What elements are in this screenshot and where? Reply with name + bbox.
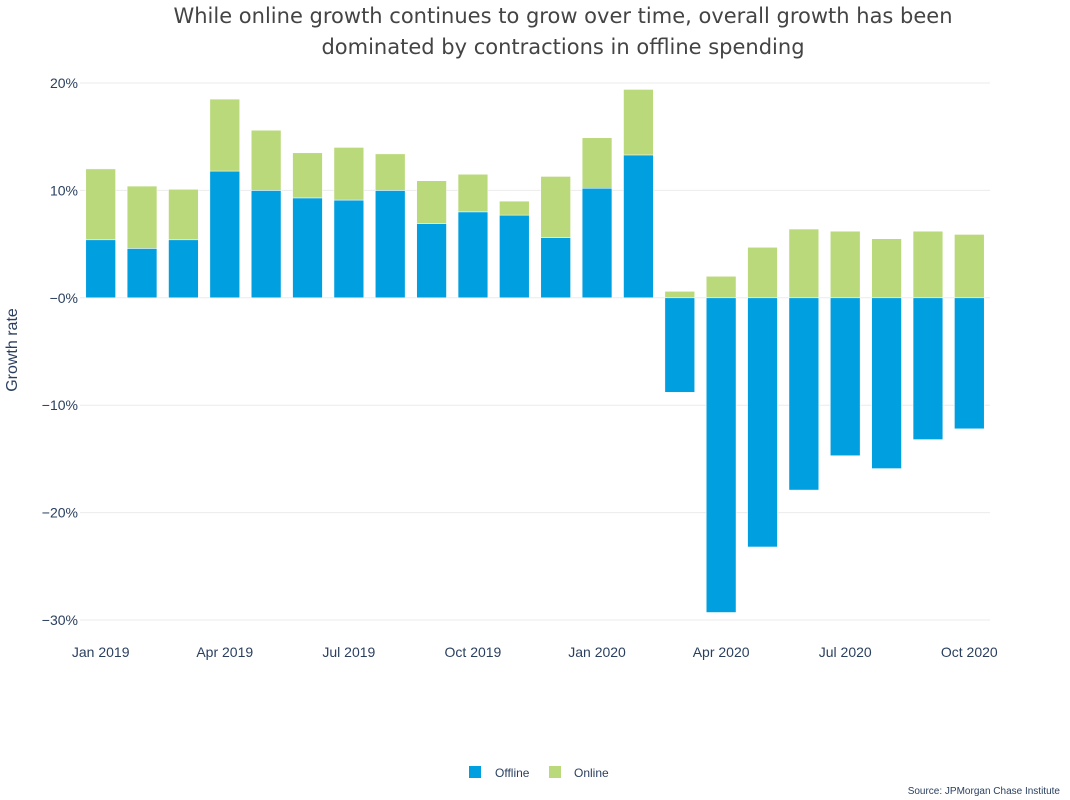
y-tick-label-1: 10% — [50, 182, 78, 198]
bar-offline-2020-07[interactable] — [830, 297, 861, 456]
bar-offline-2019-12[interactable] — [540, 237, 571, 299]
bar-offline-2019-01[interactable] — [85, 239, 116, 299]
bar-offline-2019-11[interactable] — [499, 214, 530, 299]
x-tick-label-5: Apr 2020 — [693, 644, 750, 660]
bar-online-2019-09[interactable] — [416, 180, 447, 224]
x-tick-label-6: Jul 2020 — [819, 644, 872, 660]
bar-online-2020-04[interactable] — [705, 276, 737, 299]
bar-offline-2019-09[interactable] — [416, 223, 447, 299]
source-note: Source: JPMorgan Chase Institute — [908, 786, 1061, 797]
bar-online-2019-02[interactable] — [126, 185, 158, 249]
bar-online-2020-03[interactable] — [664, 291, 695, 299]
bar-online-2019-05[interactable] — [250, 130, 282, 191]
y-tick-label-0: 20% — [50, 75, 78, 91]
bar-online-2020-05[interactable] — [747, 247, 778, 299]
bar-offline-2020-10[interactable] — [954, 297, 985, 430]
bar-offline-2019-02[interactable] — [126, 248, 158, 299]
bar-offline-2019-10[interactable] — [457, 211, 489, 299]
y-tick-label-2: −0% — [50, 290, 78, 306]
legend: Offline Online — [469, 766, 609, 780]
series-online — [85, 89, 985, 299]
bar-online-2019-03[interactable] — [168, 189, 199, 241]
bar-online-2019-08[interactable] — [375, 153, 406, 191]
chart-title: While online growth continues to grow ov… — [173, 4, 952, 59]
y-axis-title: Growth rate — [4, 308, 21, 392]
bar-online-2019-04[interactable] — [209, 98, 240, 172]
legend-swatch-online — [549, 766, 561, 778]
bar-online-2019-06[interactable] — [292, 152, 323, 199]
y-tick-label-3: −10% — [42, 397, 78, 413]
bar-offline-2020-08[interactable] — [871, 297, 902, 469]
legend-label-online: Online — [574, 766, 609, 780]
bar-online-2020-09[interactable] — [912, 230, 944, 299]
bar-online-2019-11[interactable] — [499, 200, 530, 216]
bar-offline-2020-04[interactable] — [705, 297, 737, 613]
y-tick-label-5: −30% — [42, 612, 78, 628]
y-axis-tick-labels: 20% 10% −0% −10% −20% −30% — [42, 75, 78, 628]
bar-offline-2019-07[interactable] — [333, 199, 365, 299]
bar-online-2020-10[interactable] — [954, 234, 985, 299]
bar-offline-2020-03[interactable] — [664, 297, 695, 393]
x-tick-label-7: Oct 2020 — [941, 644, 998, 660]
series-offline — [85, 154, 985, 613]
bar-offline-2020-05[interactable] — [747, 297, 778, 548]
x-tick-label-2: Jul 2019 — [322, 644, 375, 660]
bar-online-2019-01[interactable] — [85, 168, 116, 241]
chart-title-line-1: While online growth continues to grow ov… — [173, 4, 952, 28]
bar-online-2019-12[interactable] — [540, 176, 571, 238]
bar-online-2020-08[interactable] — [871, 238, 902, 299]
bar-offline-2020-09[interactable] — [912, 297, 944, 440]
x-axis-tick-labels: Jan 2019 Apr 2019 Jul 2019 Oct 2019 Jan 2020… — [72, 644, 998, 660]
bar-online-2020-07[interactable] — [830, 230, 861, 299]
bar-offline-2020-01[interactable] — [581, 188, 613, 299]
legend-label-offline: Offline — [495, 766, 530, 780]
chart-title-line-2: dominated by contractions in offline spe… — [321, 35, 804, 59]
bar-series — [85, 89, 985, 613]
y-tick-label-4: −20% — [42, 505, 78, 521]
legend-item-offline[interactable]: Offline — [469, 766, 530, 780]
bar-offline-2019-06[interactable] — [292, 197, 323, 299]
bar-offline-2019-03[interactable] — [168, 239, 199, 299]
bar-online-2020-01[interactable] — [581, 137, 613, 189]
bar-online-2019-07[interactable] — [333, 147, 365, 201]
x-tick-label-1: Apr 2019 — [196, 644, 253, 660]
bar-offline-2019-04[interactable] — [209, 170, 240, 299]
bar-online-2020-02[interactable] — [623, 89, 654, 156]
bar-online-2019-10[interactable] — [457, 174, 489, 213]
x-tick-label-3: Oct 2019 — [445, 644, 502, 660]
legend-swatch-offline — [469, 766, 481, 778]
bar-offline-2019-08[interactable] — [375, 190, 406, 299]
bar-offline-2020-02[interactable] — [623, 154, 654, 299]
bar-offline-2020-06[interactable] — [788, 297, 820, 491]
x-tick-label-0: Jan 2019 — [72, 644, 130, 660]
x-tick-label-4: Jan 2020 — [568, 644, 626, 660]
bar-online-2020-06[interactable] — [788, 228, 820, 299]
legend-item-online[interactable]: Online — [549, 766, 609, 780]
bar-offline-2019-05[interactable] — [250, 190, 282, 299]
